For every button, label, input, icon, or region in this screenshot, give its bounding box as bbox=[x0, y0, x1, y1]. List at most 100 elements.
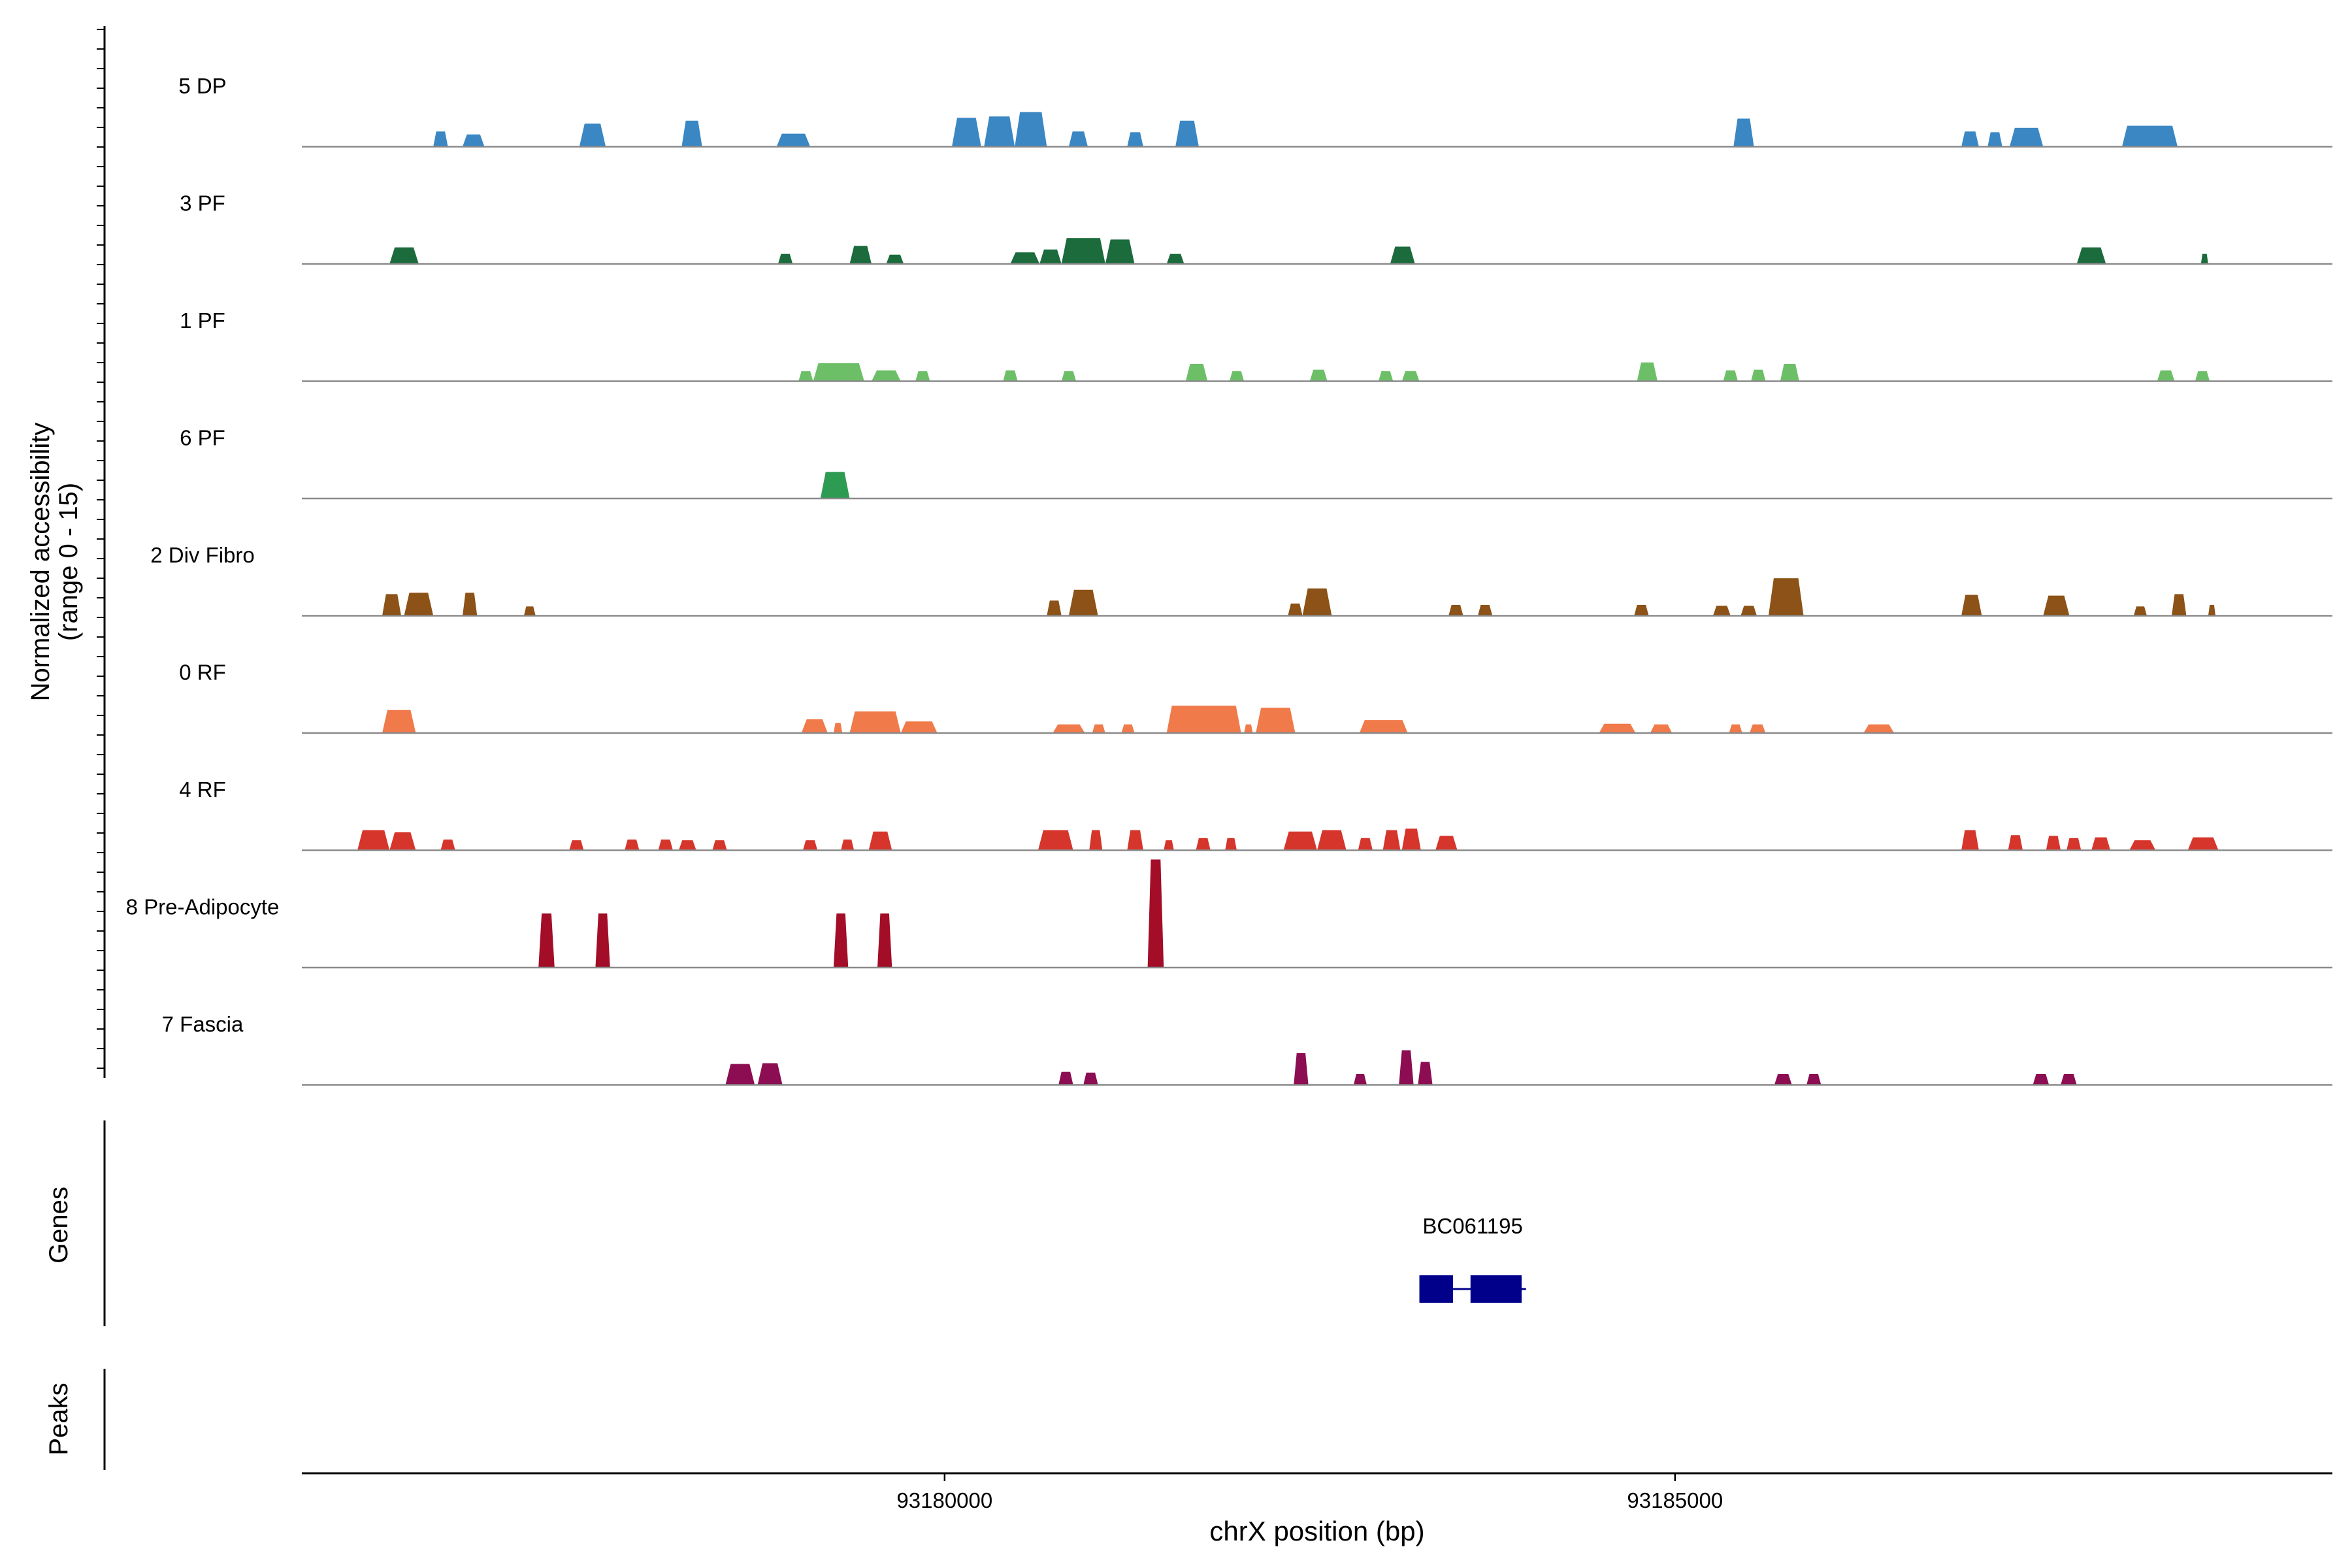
track-4-peak-7 bbox=[1302, 588, 1332, 616]
track-1: 3 PF bbox=[180, 191, 2332, 265]
track-4-peak-17 bbox=[2172, 594, 2187, 616]
track-label-8: 7 Fascia bbox=[162, 1012, 244, 1036]
track-1-peak-5 bbox=[1039, 249, 1062, 264]
track-6-peak-24 bbox=[2008, 835, 2023, 851]
track-4-peak-1 bbox=[404, 593, 434, 616]
track-6-peak-19 bbox=[1358, 838, 1373, 851]
track-0-peak-5 bbox=[952, 118, 981, 147]
track-0-peak-12 bbox=[1961, 131, 1979, 147]
track-2-peak-4 bbox=[1003, 370, 1018, 382]
track-8-peak-6 bbox=[1399, 1050, 1414, 1085]
track-0-peak-2 bbox=[579, 123, 606, 147]
track-4-peak-12 bbox=[1740, 606, 1757, 616]
track-6-peak-1 bbox=[389, 832, 416, 851]
track-4-peak-0 bbox=[382, 594, 401, 616]
track-6-peak-26 bbox=[2066, 838, 2082, 851]
track-8-peak-9 bbox=[1806, 1074, 1821, 1085]
track-8-peak-1 bbox=[757, 1063, 783, 1085]
track-8-peak-2 bbox=[1058, 1071, 1073, 1085]
track-1-peak-3 bbox=[886, 254, 904, 264]
track-label-5: 0 RF bbox=[179, 661, 226, 685]
track-5-peak-14 bbox=[1729, 724, 1742, 733]
track-0: 5 DP bbox=[178, 74, 2332, 148]
track-6-peak-11 bbox=[1037, 830, 1073, 851]
track-0-peak-7 bbox=[1015, 112, 1047, 147]
track-4-peak-2 bbox=[463, 593, 478, 616]
track-5-peak-16 bbox=[1863, 724, 1895, 733]
track-5-peak-15 bbox=[1749, 724, 1766, 733]
track-1-peak-6 bbox=[1061, 238, 1105, 264]
track-4-peak-16 bbox=[2133, 606, 2147, 616]
track-4-peak-10 bbox=[1634, 605, 1649, 616]
track-0-peak-14 bbox=[2009, 127, 2044, 147]
track-4-peak-5 bbox=[1068, 589, 1098, 616]
coverage-yaxis-ticks bbox=[97, 29, 105, 1069]
track-label-2: 1 PF bbox=[180, 308, 225, 333]
track-1-peak-0 bbox=[389, 247, 419, 264]
track-8-peak-11 bbox=[2061, 1074, 2077, 1085]
track-4-peak-15 bbox=[2043, 595, 2070, 616]
track-6-peak-3 bbox=[569, 840, 584, 851]
track-4-peak-6 bbox=[1288, 603, 1303, 616]
track-6-peak-8 bbox=[802, 840, 818, 851]
track-label-3: 6 PF bbox=[180, 426, 225, 450]
track-8: 7 Fascia bbox=[162, 1012, 2332, 1086]
track-5-peak-2 bbox=[833, 723, 843, 733]
track-5-peak-0 bbox=[382, 710, 416, 733]
track-4-peak-14 bbox=[1961, 595, 1982, 616]
track-2-peak-7 bbox=[1229, 371, 1245, 382]
track-1-peak-1 bbox=[777, 253, 793, 264]
track-8-peak-7 bbox=[1418, 1062, 1433, 1085]
track-label-4: 2 Div Fibro bbox=[150, 543, 255, 567]
genes-track-label: Genes bbox=[44, 1186, 73, 1264]
x-tick-label-0: 93180000 bbox=[896, 1488, 992, 1512]
track-label-7: 8 Pre-Adipocyte bbox=[126, 895, 280, 919]
track-0-peak-0 bbox=[433, 131, 448, 147]
track-5-peak-7 bbox=[1121, 724, 1135, 733]
track-4-peak-18 bbox=[2208, 605, 2216, 616]
gene-label-0: BC061195 bbox=[1422, 1214, 1523, 1238]
track-6-peak-9 bbox=[841, 840, 855, 851]
track-7-peak-0 bbox=[538, 913, 555, 968]
track-6-peak-18 bbox=[1317, 830, 1347, 851]
track-2-peak-15 bbox=[2157, 370, 2175, 382]
x-axis-title: chrX position (bp) bbox=[1209, 1516, 1424, 1546]
track-8-peak-8 bbox=[1774, 1074, 1792, 1085]
track-6-peak-23 bbox=[1961, 830, 1979, 851]
track-6-peak-21 bbox=[1401, 828, 1421, 851]
track-4-peak-4 bbox=[1047, 600, 1062, 616]
track-4-peak-11 bbox=[1712, 606, 1731, 616]
track-6-peak-4 bbox=[625, 840, 640, 851]
track-1-peak-11 bbox=[2200, 253, 2208, 264]
gene-0-exon-1 bbox=[1470, 1275, 1522, 1303]
track-4: 2 Div Fibro bbox=[150, 543, 2332, 617]
track-1-peak-4 bbox=[1010, 252, 1040, 264]
track-6-peak-10 bbox=[868, 831, 892, 851]
track-6: 4 RF bbox=[179, 777, 2332, 851]
gene-0-exon-0 bbox=[1419, 1275, 1453, 1303]
track-6-peak-2 bbox=[440, 840, 455, 851]
track-6-peak-17 bbox=[1283, 831, 1317, 851]
coverage-yaxis-label: Normalized accessibility bbox=[26, 423, 55, 702]
track-8-peak-3 bbox=[1083, 1072, 1098, 1085]
track-6-peak-15 bbox=[1196, 838, 1211, 851]
track-0-peak-1 bbox=[463, 134, 485, 147]
track-2-peak-0 bbox=[798, 371, 813, 382]
track-7: 8 Pre-Adipocyte bbox=[126, 859, 2332, 969]
track-label-1: 3 PF bbox=[180, 191, 225, 216]
peaks-track-label: Peaks bbox=[44, 1382, 73, 1455]
track-6-peak-28 bbox=[2129, 840, 2156, 851]
track-5: 0 RF bbox=[179, 661, 2332, 734]
track-6-peak-0 bbox=[357, 830, 390, 851]
track-5-peak-5 bbox=[1053, 724, 1085, 733]
track-2-peak-2 bbox=[872, 370, 901, 382]
track-6-peak-16 bbox=[1225, 838, 1237, 851]
track-5-peak-10 bbox=[1256, 708, 1296, 733]
track-2-peak-6 bbox=[1185, 364, 1208, 382]
track-0-peak-6 bbox=[984, 116, 1015, 147]
track-2-peak-9 bbox=[1378, 371, 1394, 382]
track-5-peak-9 bbox=[1244, 724, 1253, 733]
track-5-peak-6 bbox=[1092, 724, 1105, 733]
track-6-peak-25 bbox=[2046, 836, 2061, 851]
track-5-peak-13 bbox=[1650, 724, 1673, 733]
